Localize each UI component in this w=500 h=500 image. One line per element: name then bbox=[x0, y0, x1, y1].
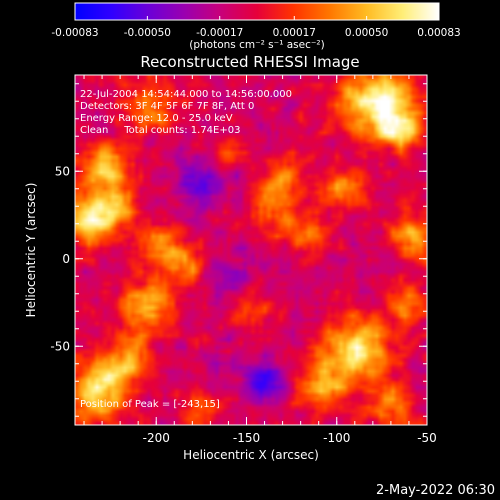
colorbar-tick-label: -0.00050 bbox=[124, 27, 171, 39]
annotation-block: 22-Jul-2004 14:54:44.000 to 14:56:00.000… bbox=[80, 89, 292, 410]
colorbar-tick-label: -0.00083 bbox=[51, 27, 98, 39]
colorbar-tick-label: 0.00083 bbox=[417, 27, 460, 39]
colorbar-tick-label: 0.00050 bbox=[345, 27, 388, 39]
colorbar-tick-label: 0.00017 bbox=[273, 27, 316, 39]
colorbar-unit-label: (photons cm⁻² s⁻¹ asec⁻²) bbox=[189, 39, 324, 51]
x-axis-ticks: -200 -150 -100 -50 bbox=[83, 75, 437, 445]
y-tick-label: 50 bbox=[55, 164, 70, 178]
x-tick-label: -50 bbox=[417, 431, 437, 445]
colorbar: -0.00083 -0.00050 -0.00017 0.00017 0.00050 0.… bbox=[51, 2, 461, 51]
annotation-peak-position: Position of Peak = [-243,15] bbox=[80, 399, 220, 410]
annotation-energy-range: Energy Range: 12.0 - 25.0 keV bbox=[80, 113, 233, 124]
colorbar-tick-label: -0.00017 bbox=[196, 27, 243, 39]
y-tick-label: -50 bbox=[50, 339, 70, 353]
plot-area: -200 -150 -100 -50 -50 0 50 bbox=[50, 74, 437, 445]
colorbar-frame bbox=[74, 2, 440, 21]
colorbar-ticks: -0.00083 -0.00050 -0.00017 0.00017 0.00050 0.… bbox=[51, 16, 461, 39]
y-tick-label: 0 bbox=[62, 252, 70, 266]
colorbar-gradient bbox=[75, 3, 439, 20]
annotation-clean-counts: Clean Total counts: 1.74E+03 bbox=[80, 125, 240, 136]
annotation-time-range: 22-Jul-2004 14:54:44.000 to 14:56:00.000 bbox=[80, 89, 292, 100]
annotation-detectors: Detectors: 3F 4F 5F 6F 7F 8F, Att 0 bbox=[80, 101, 254, 112]
footer-timestamp: 2-May-2022 06:30 bbox=[376, 483, 495, 498]
y-axis-ticks: -50 0 50 bbox=[50, 83, 427, 417]
heatmap-image bbox=[75, 75, 427, 425]
plot-frame bbox=[74, 74, 428, 426]
chart-title: Reconstructed RHESSI Image bbox=[140, 53, 359, 71]
x-tick-label: -150 bbox=[233, 431, 260, 445]
x-tick-label: -100 bbox=[323, 431, 350, 445]
x-tick-label: -200 bbox=[143, 431, 170, 445]
y-axis-label: Heliocentric Y (arcsec) bbox=[24, 183, 38, 318]
x-axis-label: Heliocentric X (arcsec) bbox=[183, 448, 319, 462]
